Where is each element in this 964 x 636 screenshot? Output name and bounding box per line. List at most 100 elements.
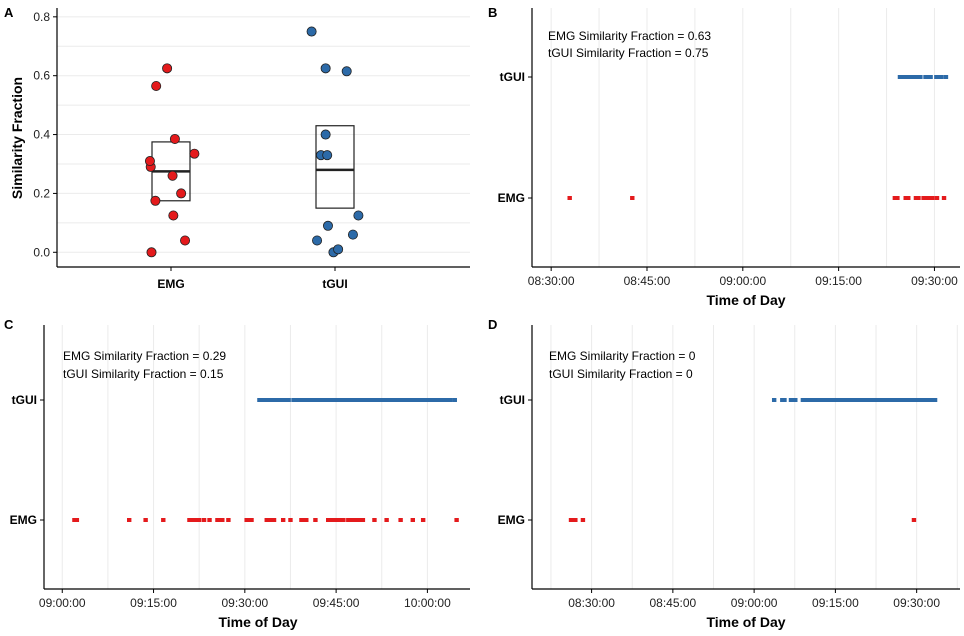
- panel-c-x-ticks: 09:00:00 09:15:00 09:30:00 09:45:00 10:00:00: [39, 589, 451, 610]
- panel-a-gridlines: [57, 16, 470, 253]
- emg-point: [150, 195, 161, 206]
- x-tick-label: 08:45:00: [624, 274, 671, 288]
- panel-d-letter: D: [488, 317, 497, 332]
- y-tick-label: EMG: [10, 513, 37, 527]
- tgui-event-mark: [793, 398, 798, 402]
- emg-event-mark: [194, 518, 199, 522]
- y-tick-label: 0.2: [33, 186, 50, 200]
- emg-event-mark: [201, 518, 207, 522]
- emg-event-mark: [398, 518, 403, 522]
- emg-event-mark: [352, 518, 357, 522]
- panel-b-emg-similarity-text: EMG Similarity Fraction = 0.63: [548, 29, 711, 43]
- tgui-event-mark: [286, 398, 291, 402]
- emg-event-mark: [410, 518, 415, 522]
- y-tick-label: 0.0: [33, 245, 50, 259]
- tgui-event-mark: [928, 75, 933, 79]
- emg-event-mark: [226, 518, 231, 522]
- emg-point: [167, 170, 178, 181]
- x-tick-label: 08:30:00: [528, 274, 575, 288]
- emg-point: [162, 63, 173, 74]
- panel-c: C tGUI EMG 09:00:00 09:15:00 09:30:00 09:45:…: [4, 317, 470, 630]
- emg-event-mark: [346, 518, 351, 522]
- tgui-event-mark: [925, 75, 931, 79]
- tgui-event-mark: [934, 75, 939, 79]
- emg-event-mark: [313, 518, 318, 522]
- panel-a-y-ticks: 0.0 0.2 0.4 0.6 0.8: [33, 10, 57, 259]
- emg-event-mark: [304, 518, 309, 522]
- emg-event-mark: [196, 518, 202, 522]
- x-tick-label: 09:00:00: [39, 596, 86, 610]
- panel-c-y-ticks: tGUI EMG: [10, 393, 44, 527]
- emg-event-mark: [567, 196, 572, 200]
- y-tick-label: tGUI: [12, 393, 37, 407]
- emg-event-mark: [934, 196, 940, 200]
- emg-point: [168, 210, 179, 221]
- x-tick-label: 09:30:00: [893, 596, 940, 610]
- tgui-point: [347, 229, 358, 240]
- panel-b-letter: B: [488, 5, 497, 20]
- tgui-event-mark: [913, 75, 918, 79]
- emg-event-mark: [927, 196, 933, 200]
- tgui-event-mark: [351, 398, 356, 402]
- emg-point: [189, 148, 200, 159]
- emg-event-mark: [192, 518, 197, 522]
- panel-c-points: [72, 398, 459, 522]
- emg-event-mark: [143, 518, 148, 522]
- tgui-box: [315, 125, 355, 209]
- panel-b-x-axis-title: Time of Day: [706, 292, 785, 308]
- tgui-event-mark: [932, 398, 938, 402]
- emg-event-mark: [923, 196, 929, 200]
- tgui-point: [322, 220, 333, 231]
- emg-event-mark: [266, 518, 272, 522]
- emg-event-mark: [916, 196, 921, 200]
- emg-event-mark: [271, 518, 277, 522]
- emg-event-mark: [930, 196, 935, 200]
- panel-b-tgui-similarity-text: tGUI Similarity Fraction = 0.75: [548, 46, 709, 60]
- y-tick-label: tGUI: [500, 393, 525, 407]
- emg-event-mark: [301, 518, 307, 522]
- panel-d-y-ticks: tGUI EMG: [498, 393, 532, 527]
- emg-event-mark: [333, 518, 338, 522]
- emg-event-mark: [326, 518, 331, 522]
- emg-event-mark: [911, 518, 917, 522]
- panel-a-x-ticks: EMG tGUI: [157, 267, 348, 291]
- panel-b-x-ticks: 08:30:00 08:45:00 09:00:00 09:15:00 09:30:00: [528, 267, 958, 288]
- emg-event-mark: [127, 518, 132, 522]
- x-tick-label: 08:45:00: [650, 596, 697, 610]
- panel-d: D tGUI EMG 08:30:00 08:45:00 09:00:00 09:15:…: [488, 317, 960, 630]
- y-tick-label: 0.8: [33, 10, 50, 24]
- emg-event-mark: [246, 518, 252, 522]
- emg-event-mark: [330, 518, 336, 522]
- emg-point: [169, 133, 180, 144]
- panel-b-y-ticks: tGUI EMG: [498, 70, 532, 205]
- tgui-event-mark: [939, 75, 944, 79]
- tgui-event-mark: [943, 75, 949, 79]
- panel-d-emg-similarity-text: EMG Similarity Fraction = 0: [549, 349, 696, 363]
- emg-point: [180, 235, 191, 246]
- y-tick-label: EMG: [498, 513, 525, 527]
- emg-event-mark: [341, 518, 346, 522]
- tgui-event-mark: [771, 398, 777, 402]
- emg-event-mark: [161, 518, 166, 522]
- x-tick-label: 09:00:00: [731, 596, 778, 610]
- tgui-event-mark: [923, 75, 928, 79]
- tgui-point: [353, 210, 364, 221]
- panel-c-emg-similarity-text: EMG Similarity Fraction = 0.29: [63, 349, 226, 363]
- tgui-event-mark: [910, 75, 915, 79]
- tgui-event-mark: [782, 398, 787, 402]
- panel-b-gridlines: [550, 8, 935, 267]
- panel-c-letter: C: [4, 317, 14, 332]
- tgui-event-mark: [902, 75, 908, 79]
- tgui-event-mark: [900, 75, 905, 79]
- tgui-point: [306, 26, 317, 37]
- emg-event-mark: [335, 518, 341, 522]
- tgui-point: [341, 66, 352, 77]
- panel-d-x-axis-title: Time of Day: [706, 614, 785, 630]
- emg-point: [151, 80, 162, 91]
- x-tick-label: 09:30:00: [221, 596, 268, 610]
- emg-event-mark: [288, 518, 293, 522]
- emg-event-mark: [189, 518, 195, 522]
- emg-event-mark: [220, 518, 225, 522]
- panel-c-x-axis-title: Time of Day: [218, 614, 297, 630]
